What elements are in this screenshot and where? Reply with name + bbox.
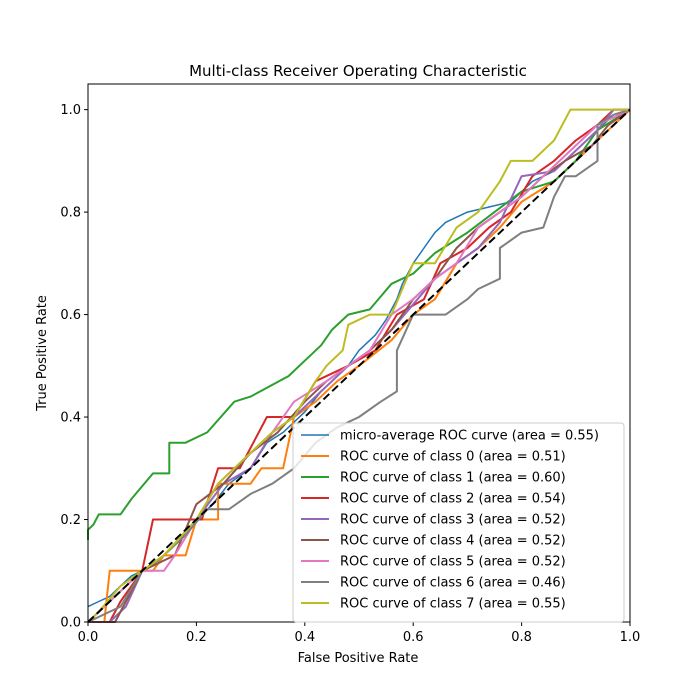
y-tick-label: 0.6	[60, 308, 81, 323]
series-line-2	[87, 108, 631, 540]
legend-label: ROC curve of class 0 (area = 0.51)	[340, 450, 566, 465]
y-tick-label: 0.0	[60, 616, 81, 631]
legend-label: ROC curve of class 3 (area = 0.52)	[340, 513, 566, 528]
series-line-7	[87, 108, 631, 623]
y-tick-label: 1.0	[60, 103, 81, 118]
legend-box	[292, 422, 625, 623]
plot-lines	[87, 108, 631, 623]
x-tick-label: 0.0	[78, 630, 99, 645]
legend-label: ROC curve of class 2 (area = 0.54)	[340, 492, 566, 507]
y-tick-label: 0.4	[60, 411, 81, 426]
x-tick-label: 0.6	[403, 630, 424, 645]
legend-label: ROC curve of class 4 (area = 0.52)	[340, 534, 566, 549]
legend-label: ROC curve of class 7 (area = 0.55)	[340, 597, 566, 612]
legend-label: ROC curve of class 5 (area = 0.52)	[340, 555, 566, 570]
x-axis-label: False Positive Rate	[298, 651, 419, 666]
chart-title: Multi-class Receiver Operating Character…	[189, 62, 527, 80]
x-tick-label: 0.8	[511, 630, 532, 645]
legend-label: micro-average ROC curve (area = 0.55)	[340, 429, 599, 444]
axes: 0.0 0.2 0.4 0.6 0.8 1.0 0.0 0.2 0.4 0.6 0.8 1.0	[60, 103, 640, 645]
series-line-8	[87, 108, 630, 623]
chance-diagonal-line	[87, 108, 631, 623]
series-line-6	[87, 108, 631, 623]
legend-label: ROC curve of class 1 (area = 0.60)	[340, 471, 566, 486]
y-tick-label: 0.2	[60, 513, 81, 528]
legend: micro-average ROC curve (area = 0.55) ROC…	[292, 422, 625, 623]
x-tick-label: 1.0	[620, 630, 641, 645]
x-tick-label: 0.4	[294, 630, 315, 645]
y-axis-label: True Positive Rate	[35, 295, 50, 412]
y-tick-label: 0.8	[60, 206, 81, 221]
series-line-3	[88, 108, 630, 623]
legend-label: ROC curve of class 6 (area = 0.46)	[340, 576, 566, 591]
x-tick-label: 0.2	[186, 630, 207, 645]
